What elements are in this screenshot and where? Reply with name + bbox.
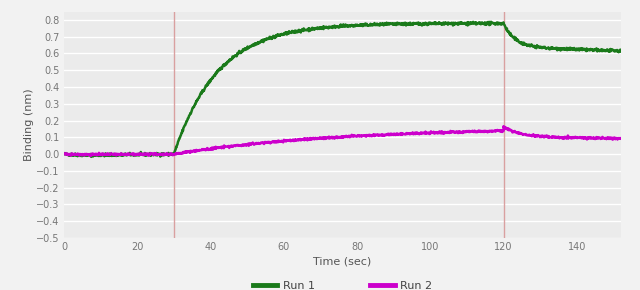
Legend: Run 1, Run 2: Run 1, Run 2: [248, 277, 436, 290]
X-axis label: Time (sec): Time (sec): [313, 256, 372, 266]
Y-axis label: Binding (nm): Binding (nm): [24, 88, 33, 161]
